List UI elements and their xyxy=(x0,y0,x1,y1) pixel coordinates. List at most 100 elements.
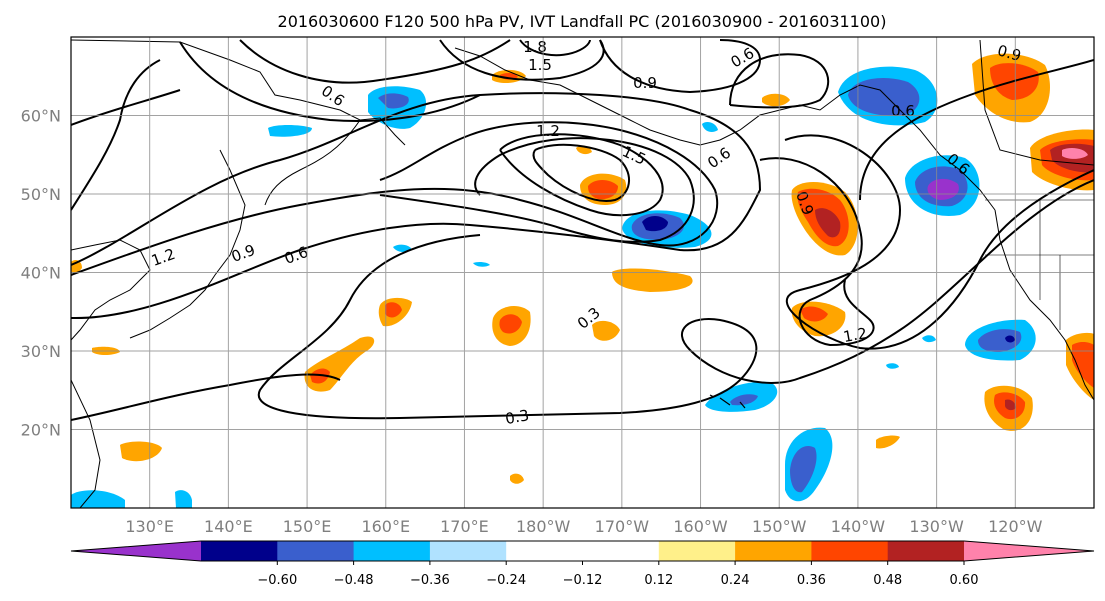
positive-anomaly-midlat xyxy=(612,268,693,292)
negative-anomaly-gulf-of-alaska xyxy=(838,66,938,126)
positive-anomaly-west xyxy=(120,441,162,462)
colorbar-tick-label: 0.24 xyxy=(721,573,750,588)
longitude-tick-label: 180°W xyxy=(516,517,571,536)
negative-anomaly-hawaii xyxy=(705,381,778,412)
colorbar-segment xyxy=(582,541,660,561)
negative-anomaly-small-2 xyxy=(473,261,490,267)
contour-label: 1.5 xyxy=(528,56,552,74)
coastline-west-us xyxy=(994,209,1094,401)
longitude-tick-label: 130°W xyxy=(909,517,964,536)
longitude-tick-label: 160°E xyxy=(361,517,410,536)
coastline-china xyxy=(71,239,151,341)
positive-anomaly-mexico xyxy=(1066,332,1094,400)
negative-anomaly-pacific-nw xyxy=(905,155,980,216)
coastlines xyxy=(71,39,1094,508)
colorbar-segment xyxy=(353,541,431,561)
pv-contour-0-6-a xyxy=(71,92,762,320)
colorbar-extend-high xyxy=(964,541,1094,561)
colorbar-segment xyxy=(506,541,583,561)
coastline-japan xyxy=(129,149,246,339)
coastline-asia-north xyxy=(71,39,406,146)
colorbar-outline xyxy=(70,540,1095,562)
colorbar-tick-label: 0.60 xyxy=(950,573,979,588)
map-frame xyxy=(70,36,1095,509)
longitude-tick-label: 140°W xyxy=(831,517,886,536)
coastline-southeast-asia xyxy=(71,379,101,508)
pv-contour-0-9-b xyxy=(239,39,511,84)
positive-anomaly-east-pacific xyxy=(791,301,846,337)
colorbar-segment xyxy=(277,541,355,561)
colorbar-segment xyxy=(429,541,507,561)
latitude-tick-label: 30°N xyxy=(21,342,61,361)
colorbar-tick-label: −0.36 xyxy=(410,573,450,588)
negative-anomaly-aleutian xyxy=(702,122,718,132)
pv-contour-0-3 xyxy=(257,179,1094,420)
pv-contour-0-6-b xyxy=(179,41,481,122)
pv-contour-0-3-b xyxy=(71,373,341,421)
map-panel: 1.8 1.5 0.6 0.9 0.6 0.9 0.6 1.2 1.5 0.6 … xyxy=(70,36,1095,509)
colorbar-tick-label: 0.12 xyxy=(644,573,673,588)
colorbar-tick-label: −0.48 xyxy=(334,573,374,588)
colorbar-tick-label: 0.48 xyxy=(873,573,902,588)
contour-label: 1.8 xyxy=(523,38,547,56)
negative-anomaly-tropical xyxy=(785,427,833,502)
colorbar-segment xyxy=(887,541,965,561)
contour-label: 1.2 xyxy=(536,122,560,140)
contour-label: 0.9 xyxy=(995,41,1023,65)
longitude-tick-label: 120°W xyxy=(988,517,1043,536)
pv-contour-1-5-a xyxy=(499,133,664,217)
latitude-tick-label: 50°N xyxy=(21,185,61,204)
colorbar xyxy=(70,540,1095,562)
pv-contour-0-9-d xyxy=(859,59,1094,201)
longitude-labels: 130°E 140°E 150°E 160°E 170°E 180°W 170°W 160°W… xyxy=(125,517,1042,536)
positive-anomaly-southwest-coast xyxy=(984,385,1033,431)
colorbar-segment xyxy=(735,541,812,561)
positive-anomaly-small-2 xyxy=(876,435,900,449)
contour-label: 0.3 xyxy=(504,406,531,428)
latitude-tick-label: 60°N xyxy=(21,107,61,126)
pv-contour-1-2-c xyxy=(71,59,161,211)
colorbar-tick-label: −0.60 xyxy=(257,573,297,588)
pv-contour-0-6-e xyxy=(71,89,181,126)
longitude-tick-label: 140°E xyxy=(204,517,253,536)
longitude-tick-label: 170°W xyxy=(595,517,650,536)
longitude-tick-label: 160°W xyxy=(673,517,728,536)
negative-anomaly-central-pacific xyxy=(622,210,712,248)
positive-anomaly-gulf xyxy=(762,93,790,107)
positive-anomaly-subtropical-3 xyxy=(592,320,620,341)
map-title: 2016030600 F120 500 hPa PV, IVT Landfall… xyxy=(278,12,887,31)
negative-anomaly-baja xyxy=(965,319,1036,361)
colorbar-segment xyxy=(658,541,736,561)
gridlines xyxy=(71,37,1094,508)
longitude-tick-label: 150°W xyxy=(752,517,807,536)
colorbar-segment xyxy=(811,541,889,561)
positive-anomaly-subtropical-1 xyxy=(378,297,412,327)
pv-contour-0-9-a xyxy=(71,121,719,276)
pv-contour-1-2-a xyxy=(379,137,695,243)
negative-anomaly-sw-corner xyxy=(71,490,192,508)
colorbar-segment xyxy=(201,541,278,561)
latitude-tick-label: 40°N xyxy=(21,264,61,283)
contour-label: 1.2 xyxy=(842,324,869,346)
colorbar-tick-label: 0.36 xyxy=(797,573,826,588)
pv-contour-1-2-b xyxy=(759,157,875,347)
colorbar-extend-low xyxy=(71,541,201,561)
contour-label: 0.9 xyxy=(633,74,657,92)
pv-contours xyxy=(71,39,1094,421)
coastline-okhotsk xyxy=(264,119,361,206)
positive-anomaly-subtropical-2 xyxy=(492,306,531,346)
border-canada xyxy=(979,39,1094,166)
colorbar-tick-label: −0.12 xyxy=(563,573,603,588)
coastline-alaska-aleutians xyxy=(454,47,996,211)
negative-anomaly-small-4 xyxy=(886,363,899,369)
pv-contour-1-8-a xyxy=(532,143,630,202)
pv-contour-1-8-b xyxy=(519,39,591,57)
longitude-tick-label: 170°E xyxy=(440,517,489,536)
pv-contour-1-5-b xyxy=(439,39,605,81)
negative-anomaly-small-3 xyxy=(922,335,936,343)
colorbar-labels: −0.60 −0.48 −0.36 −0.24 −0.12 0.12 0.24 0.36 0.4… xyxy=(257,561,978,588)
pv-contour-0-9-c xyxy=(599,39,762,94)
contour-label: 0.6 xyxy=(891,102,915,120)
longitude-tick-label: 130°E xyxy=(125,517,174,536)
